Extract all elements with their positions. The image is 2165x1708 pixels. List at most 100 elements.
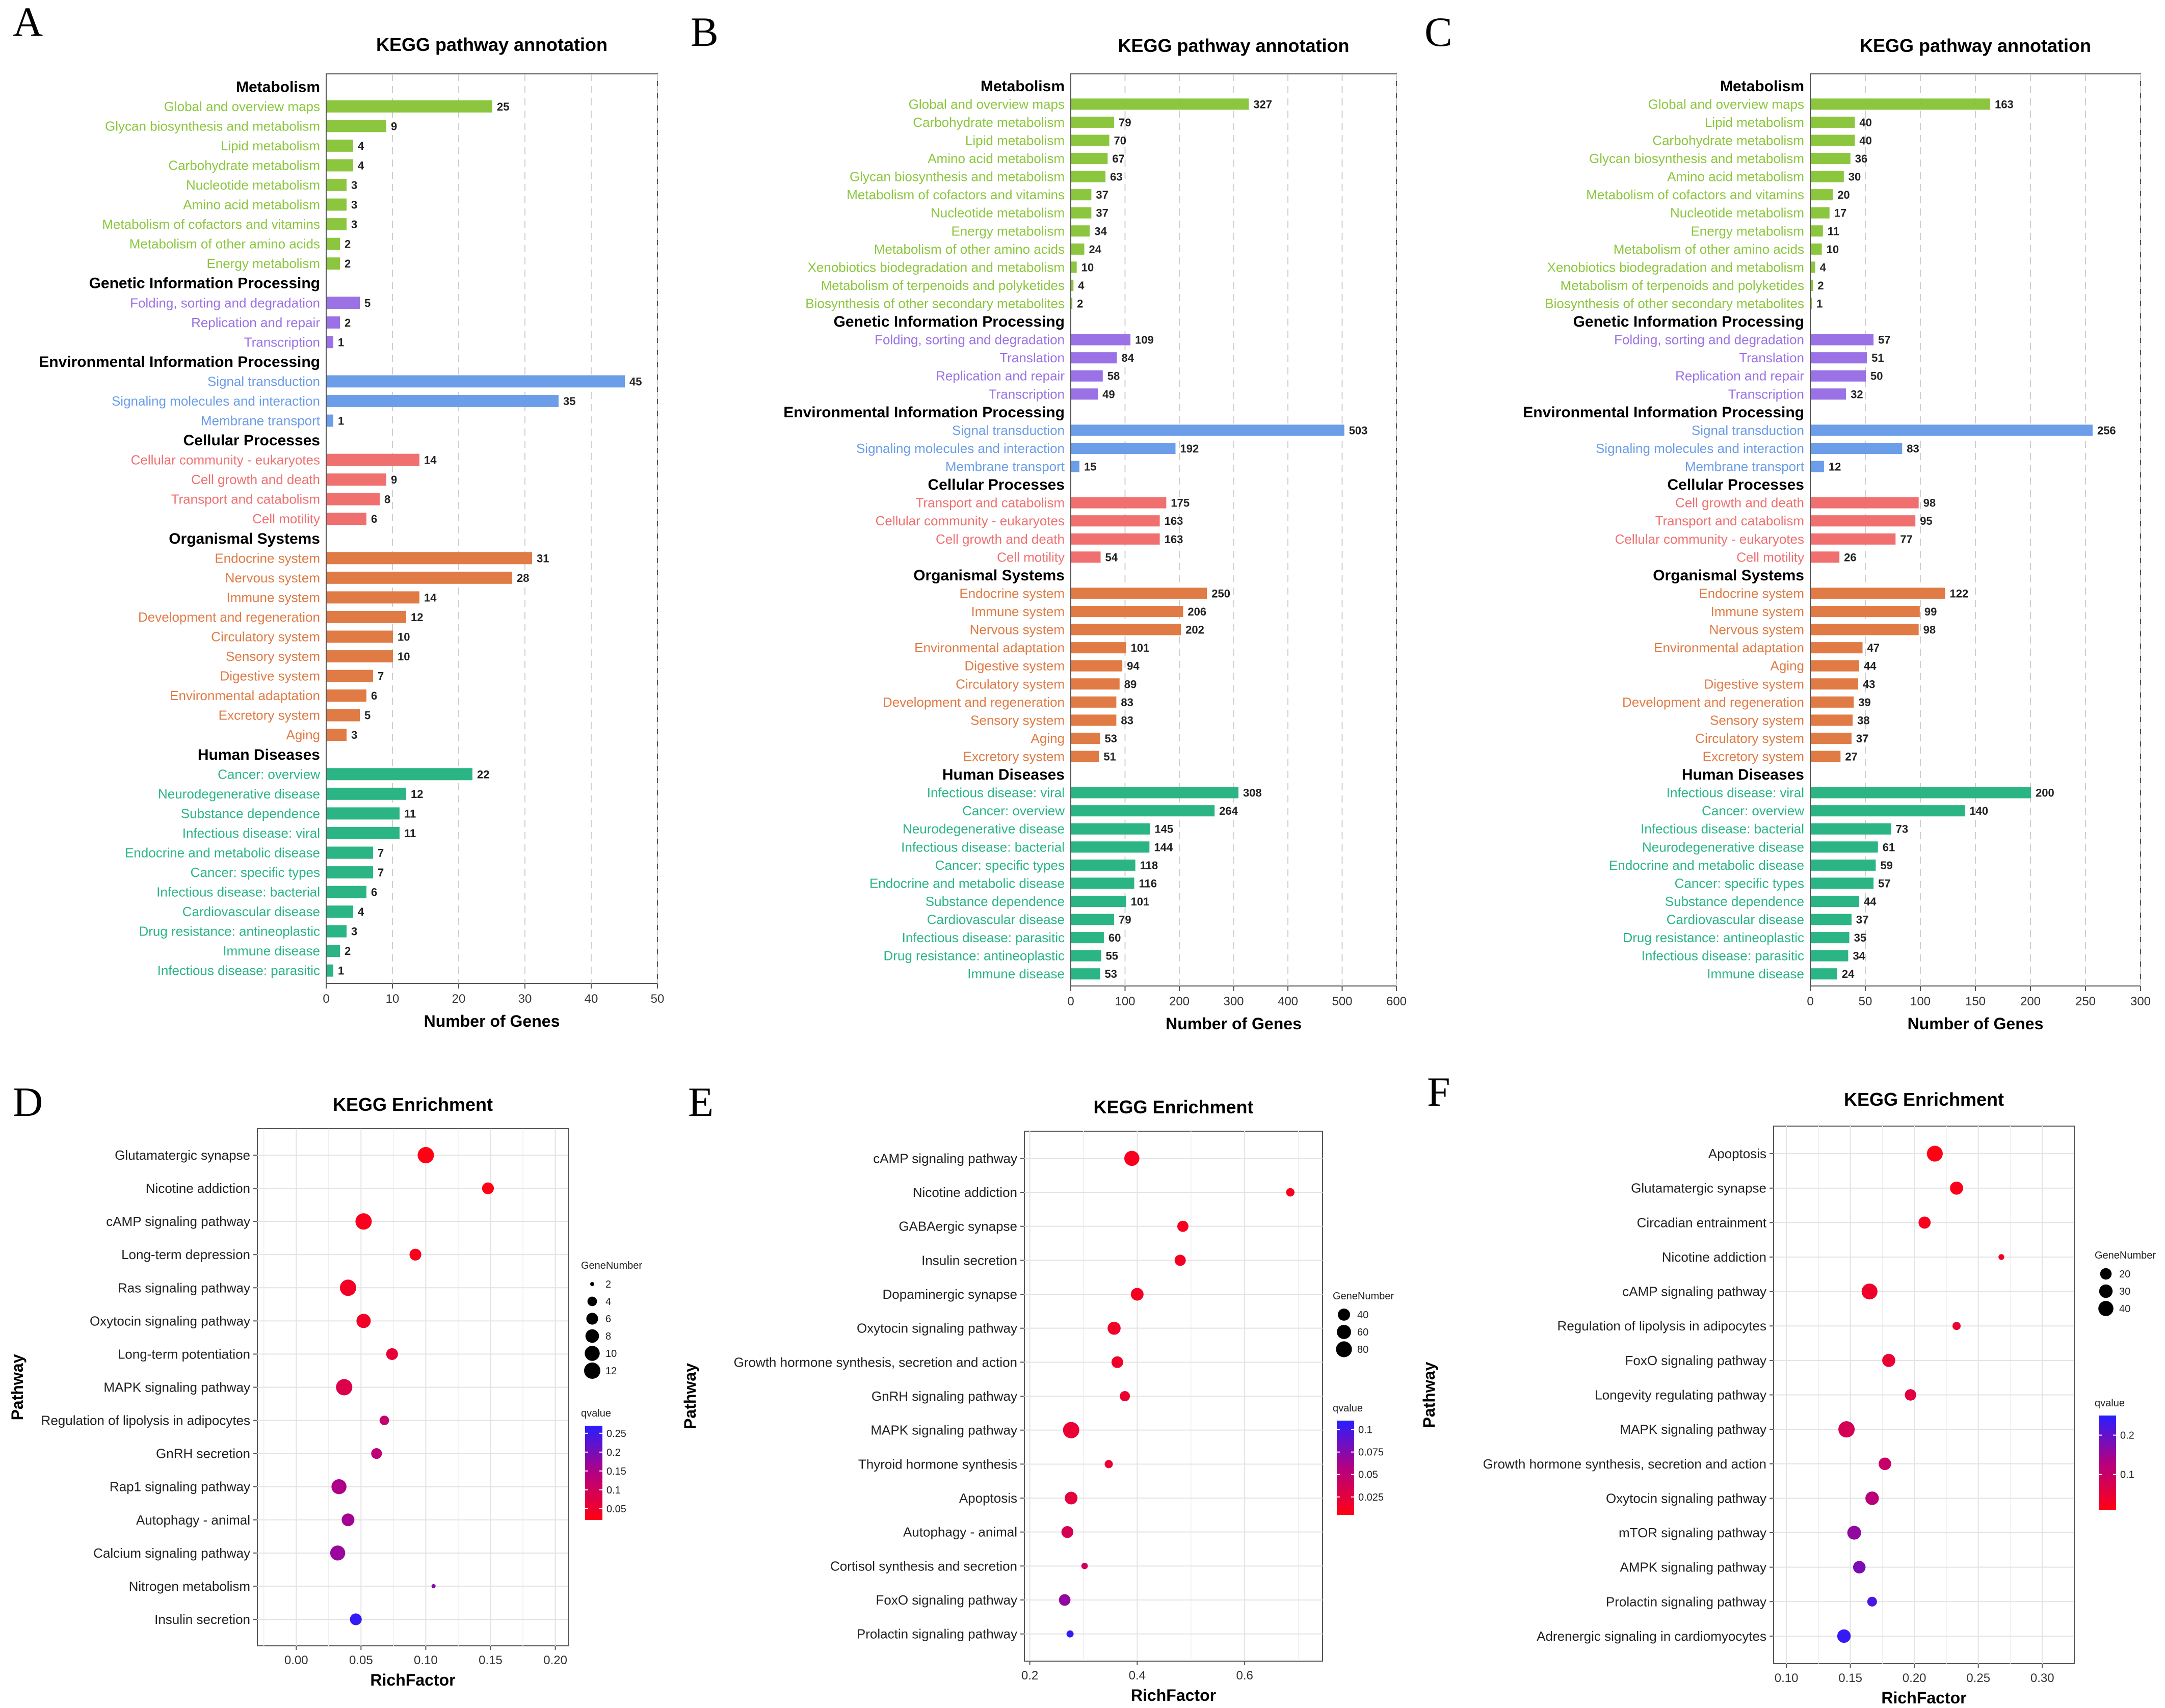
bar [327,414,333,427]
enrichment-dot [1061,1526,1074,1538]
enrichment-dot [336,1379,353,1396]
bar [1071,895,1126,908]
pathway-label: Metabolism of cofactors and vitamins [847,187,1065,202]
bar [1071,751,1099,762]
bar-value-label: 1 [338,415,344,428]
bar-value-label: 38 [1857,714,1869,727]
enrichment-dot [1853,1561,1866,1573]
pathway-label: Aging [1771,658,1805,674]
bar-value-label: 32 [1851,388,1863,401]
pathway-label: Drug resistance: antineoplastic [139,924,320,939]
bar [327,650,393,662]
bar-value-label: 43 [1863,678,1875,690]
panel-letter: B [691,9,719,55]
category-title: Cellular Processes [928,476,1065,493]
panel-a-kegg-annotation: A KEGG pathway annotation 0 10 20 30 40 50 Numbe… [0,0,678,1050]
bar [1071,805,1215,817]
bar-value-label: 2 [1077,298,1083,310]
bar [327,826,400,839]
pathway-label: Carbohydrate metabolism [168,157,320,173]
bar-value-label: 14 [424,591,437,604]
pathway-label: Digestive system [220,669,321,684]
bar [1071,461,1079,472]
pathway-label: GABAergic synapse [899,1219,1017,1234]
pathway-label: Insulin secretion [154,1612,250,1627]
pathway-label: Substance dependence [926,894,1065,909]
pathway-label: cAMP signaling pathway [873,1151,1017,1166]
category-title: Organismal Systems [913,567,1065,584]
bar-value-label: 3 [351,199,357,211]
bar [1811,189,1833,201]
pathway-label: Xenobiotics biodegradation and metabolis… [1547,259,1804,275]
bar [327,964,333,977]
pathway-label: Growth hormone synthesis, secretion and … [734,1354,1017,1370]
pathway-label: Amino acid metabolism [183,197,320,212]
pathway-label: Aging [1031,731,1065,746]
enrichment-dot [1063,1422,1079,1438]
x-tick-label: 0.00 [284,1653,308,1667]
bar [327,571,512,584]
qvalue-colorbar [2099,1416,2116,1510]
x-tick-label: 300 [2130,995,2151,1008]
pathway-label: Circulatory system [956,676,1065,691]
pathway-label: Nervous system [225,570,320,585]
bar [1071,732,1100,744]
pathway-label: Neurodegenerative disease [1642,839,1804,855]
bar-value-label: 95 [1920,515,1932,527]
x-tick-label: 0.05 [349,1653,373,1667]
bar [327,905,353,918]
bar-value-label: 1 [338,965,344,977]
enrichment-dot [1104,1460,1113,1469]
bar-value-label: 24 [1842,968,1855,980]
pathway-label: Signal transduction [207,373,320,389]
pathway-label: Long-term potentiation [118,1346,250,1362]
pathway-label: Replication and repair [936,368,1065,384]
pathway-label: Nucleotide metabolism [931,205,1065,221]
enrichment-dot [1882,1354,1895,1367]
pathway-label: Glycan biosynthesis and metabolism [105,118,320,134]
bar-value-label: 51 [1103,751,1116,763]
category-title: Genetic Information Processing [89,275,320,292]
bar-value-label: 118 [1140,859,1158,872]
bar-value-label: 6 [371,886,377,899]
bar-value-label: 2 [345,257,351,270]
bar-chart-svg-b: B KEGG pathway annotation 0 100 200 300 400 500… [691,9,1407,1033]
bar [1811,334,1874,345]
pathway-label: Autophagy - animal [903,1525,1017,1540]
enrichment-dot [386,1348,398,1360]
bar [1071,642,1126,654]
size-legend-dot [1338,1309,1350,1321]
chart-title: KEGG pathway annotation [1860,35,2091,56]
size-legend-title: GeneNumber [1333,1291,1394,1302]
pathway-label: Replication and repair [191,315,320,330]
size-legend-dot [586,1313,598,1325]
bar-value-label: 30 [1849,171,1861,183]
size-legend-label: 20 [2119,1269,2130,1280]
pathway-label: Replication and repair [1675,368,1804,384]
pathway-label: Environmental adaptation [1654,640,1804,655]
x-axis-title: RichFactor [1881,1689,1966,1707]
bar-chart-svg-a: A KEGG pathway annotation 0 10 20 30 40 50 Numbe… [13,0,664,1030]
bar [327,336,333,349]
color-legend-title: qvalue [581,1408,611,1419]
category-title: Cellular Processes [183,432,321,449]
x-tick-label: 250 [2075,995,2096,1008]
size-legend-dot [1337,1325,1351,1339]
pathway-label: MAPK signaling pathway [870,1423,1017,1438]
bar-value-label: 10 [1827,243,1839,256]
category-title: Environmental Information Processing [39,354,320,370]
bar-value-label: 61 [1883,841,1895,853]
pathway-label: Oxytocin signaling pathway [90,1313,250,1328]
bar [1811,152,1851,165]
bar [1071,370,1103,382]
bar-value-label: 2 [345,316,351,329]
pathway-label: Sensory system [226,649,320,664]
pathway-label: Cancer: specific types [191,865,320,880]
bar [1811,551,1840,563]
bar-value-label: 25 [497,100,509,113]
enrichment-dot [1837,1629,1851,1643]
bar [1811,243,1822,255]
size-legend-dot [590,1282,594,1286]
bar [1071,714,1117,726]
bar-value-label: 264 [1219,805,1238,817]
